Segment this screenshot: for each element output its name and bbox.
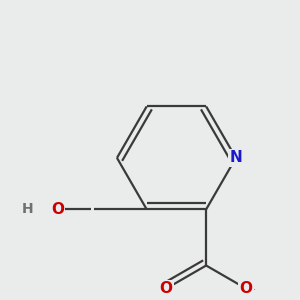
Text: O: O — [240, 281, 253, 296]
Text: O: O — [160, 281, 172, 296]
Text: N: N — [230, 150, 242, 165]
Text: O: O — [51, 202, 64, 217]
Text: H: H — [22, 202, 34, 216]
